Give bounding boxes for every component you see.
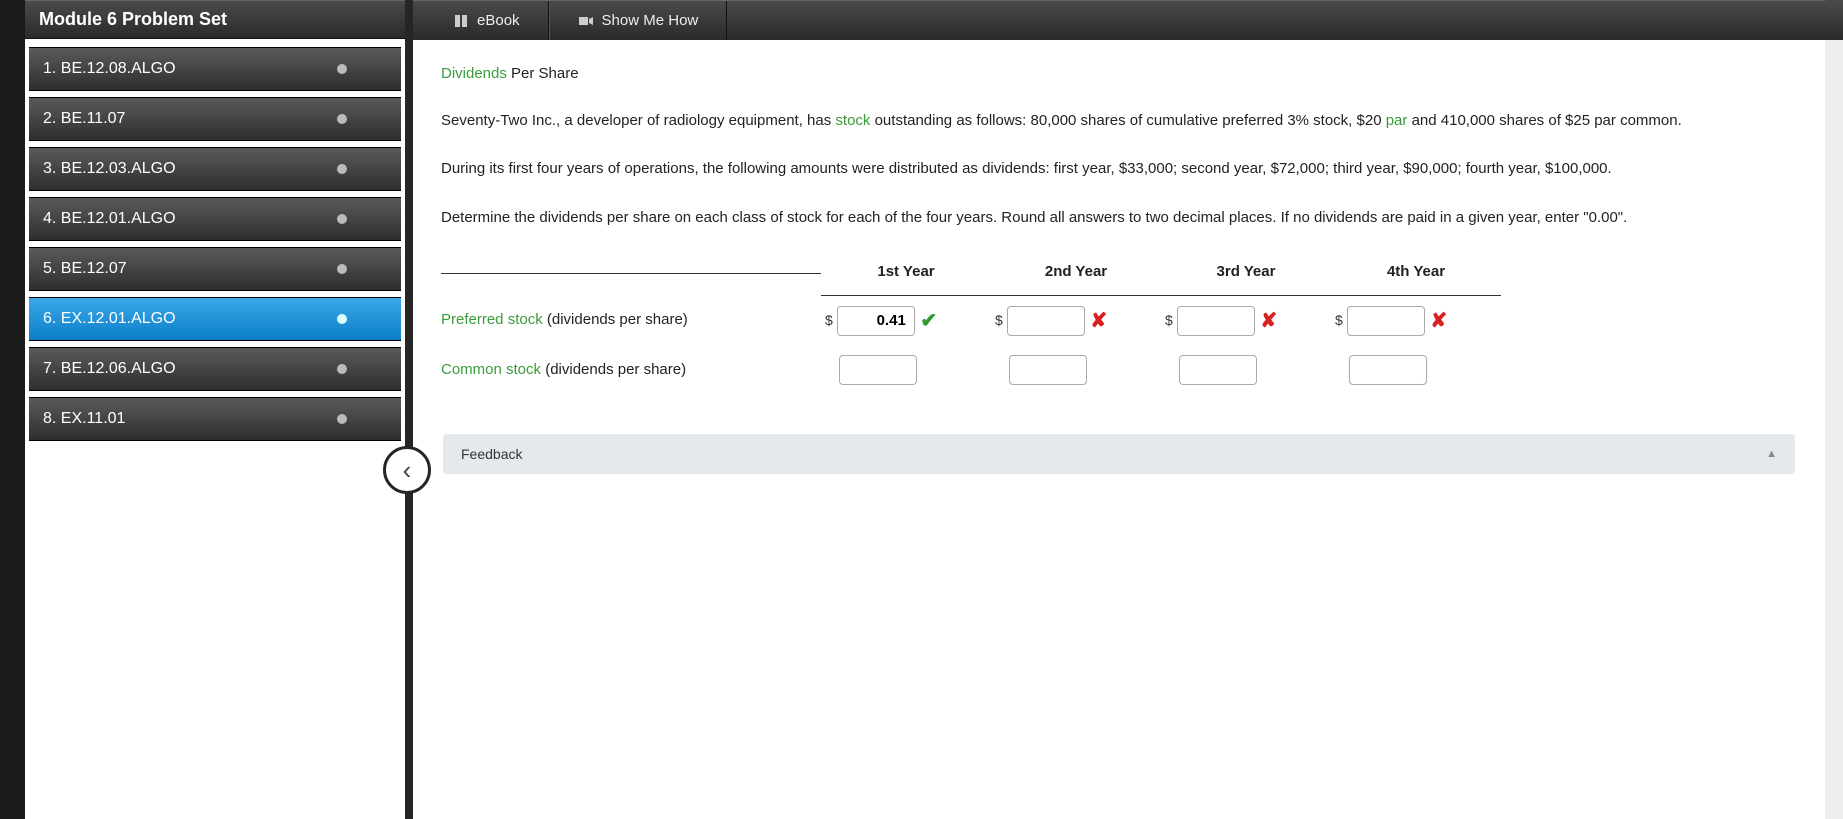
- x-icon: ✘: [1089, 302, 1109, 340]
- term-par[interactable]: par: [1386, 112, 1408, 129]
- answer-cell-r2-c2: [991, 349, 1161, 391]
- answer-cell-r2-c1: [821, 349, 991, 391]
- sidebar-item-label: 1. BE.12.08.ALGO: [43, 60, 176, 78]
- feedback-label: Feedback: [461, 446, 522, 462]
- status-dot-icon: [337, 164, 347, 174]
- sidebar-item-2[interactable]: 2. BE.11.07: [29, 97, 401, 141]
- dollar-sign: $: [1165, 307, 1173, 334]
- sidebar-item-5[interactable]: 5. BE.12.07: [29, 247, 401, 291]
- answer-input-r2-c3[interactable]: [1179, 355, 1257, 385]
- answer-input-r1-c3[interactable]: [1177, 306, 1255, 336]
- column-header-1: 1st Year: [821, 252, 991, 296]
- row-term[interactable]: Common stock: [441, 361, 541, 378]
- sidebar-item-label: 8. EX.11.01: [43, 410, 125, 428]
- sidebar-item-label: 7. BE.12.06.ALGO: [43, 360, 176, 378]
- show-me-how-button[interactable]: Show Me How: [549, 1, 728, 40]
- status-dot-icon: [337, 264, 347, 274]
- answer-input-r1-c2[interactable]: [1007, 306, 1085, 336]
- term-stock[interactable]: stock: [835, 112, 870, 129]
- check-icon: ✔: [919, 302, 939, 340]
- main: eBook Show Me How Dividends Per Share Se…: [413, 0, 1825, 819]
- sidebar-item-8[interactable]: 8. EX.11.01: [29, 397, 401, 441]
- status-dot-icon: [337, 64, 347, 74]
- left-strip: [0, 0, 25, 819]
- collapse-sidebar-button[interactable]: ‹: [383, 446, 431, 494]
- sidebar-item-label: 3. BE.12.03.ALGO: [43, 160, 176, 178]
- feedback-panel[interactable]: Feedback ▲: [443, 434, 1795, 474]
- dollar-sign: $: [995, 307, 1003, 334]
- book-icon: [453, 13, 469, 29]
- sidebar-item-7[interactable]: 7. BE.12.06.ALGO: [29, 347, 401, 391]
- paragraph-1: Seventy-Two Inc., a developer of radiolo…: [441, 107, 1797, 136]
- problem-title: Dividends Per Share: [441, 60, 1797, 89]
- row-term[interactable]: Preferred stock: [441, 311, 543, 328]
- answer-cell-r1-c4: $✘: [1331, 296, 1501, 346]
- ebook-button[interactable]: eBook: [413, 1, 549, 40]
- paragraph-3: Determine the dividends per share on eac…: [441, 204, 1797, 233]
- answer-cell-r2-c4: [1331, 349, 1501, 391]
- column-header-2: 2nd Year: [991, 252, 1161, 296]
- divider: ‹: [405, 0, 413, 819]
- status-dot-icon: [337, 364, 347, 374]
- answer-cell-r2-c3: [1161, 349, 1331, 391]
- sidebar-item-label: 4. BE.12.01.ALGO: [43, 210, 176, 228]
- status-dot-icon: [337, 114, 347, 124]
- dollar-sign: $: [825, 307, 833, 334]
- title-term: Dividends: [441, 65, 507, 82]
- answer-cell-r1-c3: $✘: [1161, 296, 1331, 346]
- answer-cell-r1-c2: $✘: [991, 296, 1161, 346]
- x-icon: ✘: [1429, 302, 1449, 340]
- toolbar: eBook Show Me How: [413, 0, 1825, 40]
- answer-input-r2-c2[interactable]: [1009, 355, 1087, 385]
- answer-grid: 1st Year2nd Year3rd Year4th Year Preferre…: [441, 252, 1797, 394]
- sidebar-item-label: 5. BE.12.07: [43, 260, 127, 278]
- row-label-2: Common stock (dividends per share): [441, 346, 821, 395]
- show-me-how-label: Show Me How: [602, 12, 699, 29]
- title-rest: Per Share: [507, 65, 579, 82]
- sidebar-item-label: 2. BE.11.07: [43, 110, 125, 128]
- answer-input-r2-c4[interactable]: [1349, 355, 1427, 385]
- sidebar-item-3[interactable]: 3. BE.12.03.ALGO: [29, 147, 401, 191]
- column-header-4: 4th Year: [1331, 252, 1501, 296]
- chevron-left-icon: ‹: [403, 455, 412, 486]
- sidebar-item-1[interactable]: 1. BE.12.08.ALGO: [29, 47, 401, 91]
- video-icon: [578, 13, 594, 29]
- sidebar-item-label: 6. EX.12.01.ALGO: [43, 310, 176, 328]
- answer-input-r1-c1[interactable]: [837, 306, 915, 336]
- row-label-1: Preferred stock (dividends per share): [441, 296, 821, 345]
- status-dot-icon: [337, 314, 347, 324]
- paragraph-2: During its first four years of operation…: [441, 155, 1797, 184]
- x-icon: ✘: [1259, 302, 1279, 340]
- answer-cell-r1-c1: $✔: [821, 296, 991, 346]
- column-header-3: 3rd Year: [1161, 252, 1331, 296]
- sidebar-title: Module 6 Problem Set: [25, 0, 405, 39]
- status-dot-icon: [337, 414, 347, 424]
- sidebar: Module 6 Problem Set 1. BE.12.08.ALGO 2. …: [25, 0, 405, 819]
- sidebar-item-6[interactable]: 6. EX.12.01.ALGO: [29, 297, 401, 341]
- ebook-label: eBook: [477, 12, 520, 29]
- scrollbar[interactable]: [1825, 0, 1843, 819]
- dollar-sign: $: [1335, 307, 1343, 334]
- content: Dividends Per Share Seventy-Two Inc., a …: [413, 40, 1825, 414]
- answer-input-r1-c4[interactable]: [1347, 306, 1425, 336]
- answer-input-r2-c1[interactable]: [839, 355, 917, 385]
- status-dot-icon: [337, 214, 347, 224]
- expand-up-icon: ▲: [1766, 448, 1777, 460]
- sidebar-item-4[interactable]: 4. BE.12.01.ALGO: [29, 197, 401, 241]
